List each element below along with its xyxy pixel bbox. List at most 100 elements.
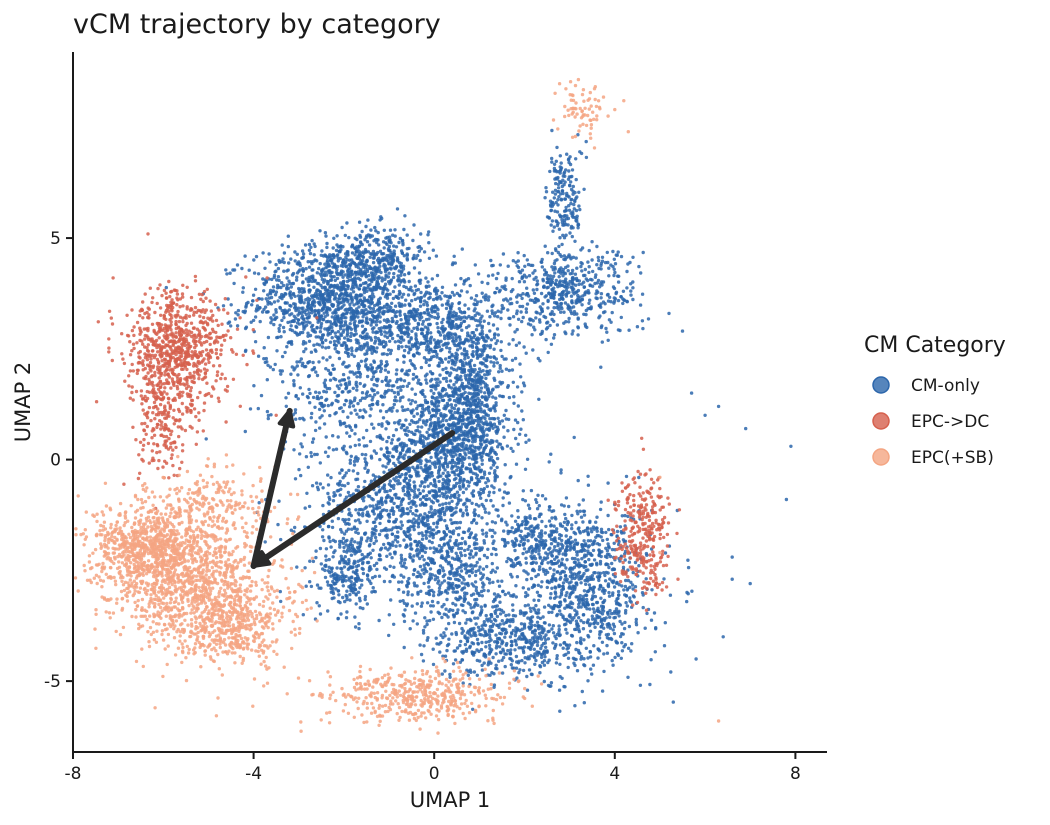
data-point (424, 529, 428, 534)
data-point (410, 289, 414, 293)
data-point (319, 269, 324, 273)
data-point (364, 392, 369, 396)
data-point (283, 350, 287, 355)
data-point (301, 281, 305, 285)
data-point (316, 300, 321, 305)
data-point (464, 508, 469, 512)
data-point (358, 293, 363, 297)
data-point (483, 339, 487, 343)
data-point (500, 447, 505, 451)
data-point (457, 447, 461, 451)
data-point (361, 299, 365, 303)
data-point (423, 395, 427, 399)
data-point (307, 290, 312, 294)
data-point (467, 422, 471, 426)
data-point (367, 273, 371, 278)
data-point (484, 376, 488, 381)
data-point (455, 521, 460, 525)
data-point (319, 324, 323, 328)
data-point (405, 258, 410, 262)
data-point (407, 519, 411, 523)
data-point (377, 489, 382, 493)
data-point (357, 249, 361, 254)
data-point (401, 384, 405, 389)
data-point (337, 483, 341, 487)
data-point (418, 513, 423, 517)
data-point (317, 407, 322, 412)
data-point (428, 337, 433, 341)
data-point (262, 289, 266, 293)
data-point (371, 307, 376, 311)
data-point (323, 288, 328, 292)
data-point (464, 505, 469, 509)
data-point (473, 457, 478, 461)
data-point (465, 479, 470, 484)
data-point (388, 406, 392, 411)
data-point (343, 233, 347, 238)
data-point (338, 281, 343, 285)
data-point (489, 466, 493, 470)
data-point (477, 312, 481, 316)
data-point (290, 365, 294, 369)
data-point (285, 345, 289, 349)
data-point (434, 484, 438, 489)
data-point (300, 445, 304, 449)
data-point (407, 351, 411, 355)
data-point (358, 334, 363, 338)
data-point (344, 260, 348, 264)
data-point (281, 380, 285, 384)
data-point (405, 507, 410, 511)
data-point (314, 390, 318, 394)
data-point (401, 489, 406, 493)
data-point (444, 418, 449, 423)
data-point (397, 344, 401, 348)
data-point (224, 268, 228, 272)
data-point (485, 383, 489, 388)
data-point (309, 245, 313, 249)
data-point (501, 496, 505, 500)
data-point (471, 489, 476, 493)
data-point (277, 278, 281, 283)
data-point (399, 273, 403, 277)
data-point (276, 522, 280, 527)
data-point (306, 279, 310, 284)
data-point (376, 256, 381, 261)
data-point (375, 561, 379, 565)
data-point (412, 326, 416, 330)
data-point (416, 522, 421, 526)
data-point (383, 267, 388, 272)
data-point (362, 263, 367, 268)
data-point (424, 284, 428, 288)
data-point (410, 430, 414, 434)
data-point (456, 377, 460, 382)
data-point (338, 545, 342, 549)
data-point (466, 355, 470, 360)
data-point (465, 403, 469, 407)
data-point (400, 523, 404, 527)
data-point (364, 463, 368, 467)
data-point (465, 498, 469, 503)
data-point (466, 431, 470, 435)
data-point (424, 348, 429, 352)
data-point (463, 429, 467, 434)
data-point (430, 511, 435, 515)
data-point (356, 547, 361, 551)
data-point (408, 509, 412, 513)
data-point (336, 314, 340, 318)
data-point (332, 236, 336, 240)
data-point (372, 349, 376, 353)
data-point (454, 506, 458, 510)
data-point (407, 271, 411, 276)
data-point (483, 363, 487, 368)
data-point (438, 373, 442, 377)
data-point (356, 315, 360, 319)
data-point (436, 307, 440, 312)
data-point (437, 465, 442, 469)
data-point (314, 370, 318, 374)
data-point (474, 318, 478, 322)
data-point (453, 283, 458, 287)
data-point (289, 372, 293, 376)
data-point (344, 307, 349, 311)
data-point (402, 538, 406, 542)
data-point (364, 410, 368, 414)
